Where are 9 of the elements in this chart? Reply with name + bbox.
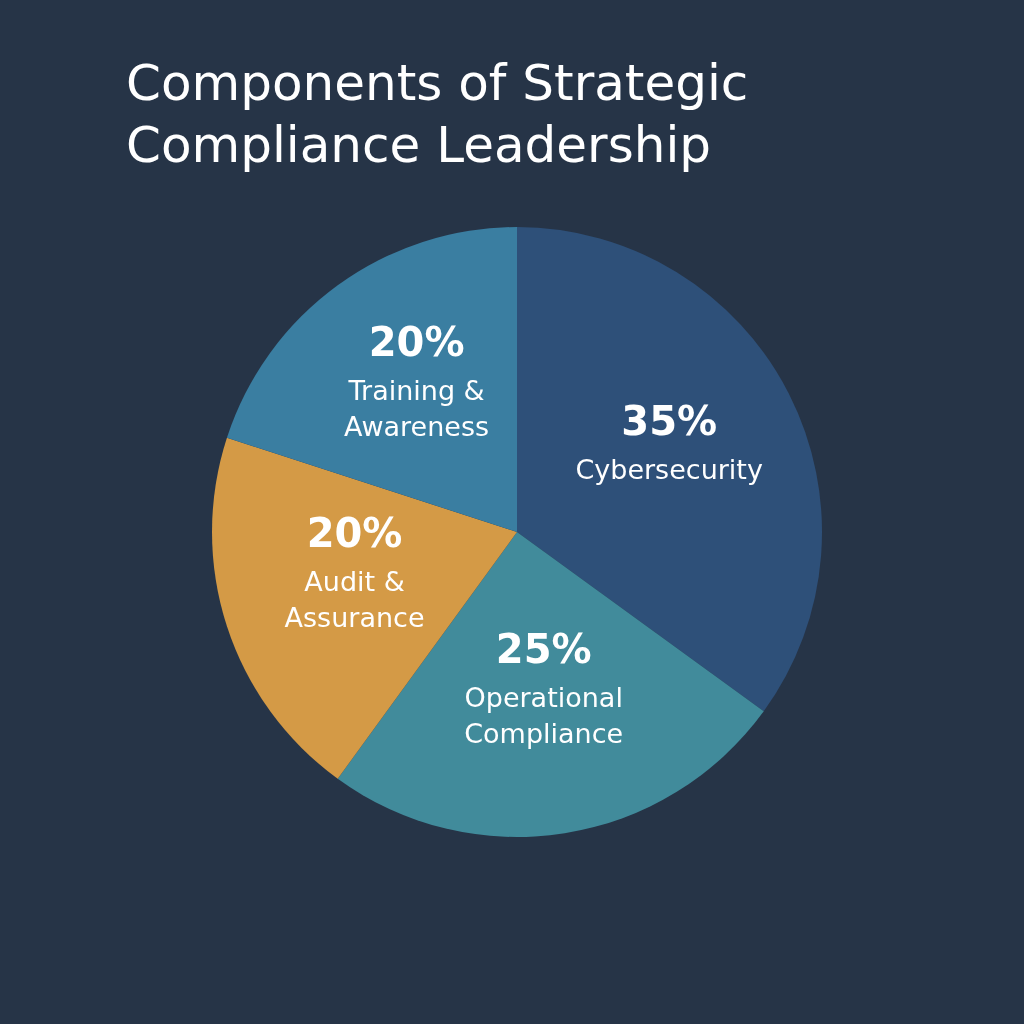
chart-title: Components of Strategic Compliance Leadership	[126, 53, 750, 176]
slice-label: Cybersecurity	[575, 454, 763, 486]
data-label: 20%	[306, 509, 403, 556]
data-label: 35%	[621, 398, 718, 445]
slice-label: Training & Awareness	[344, 374, 490, 442]
slice-label: Audit & Assurance	[284, 565, 425, 633]
data-label: 20%	[368, 318, 465, 365]
data-label: 25%	[495, 625, 592, 672]
slice-label: Operational Compliance	[464, 681, 624, 749]
